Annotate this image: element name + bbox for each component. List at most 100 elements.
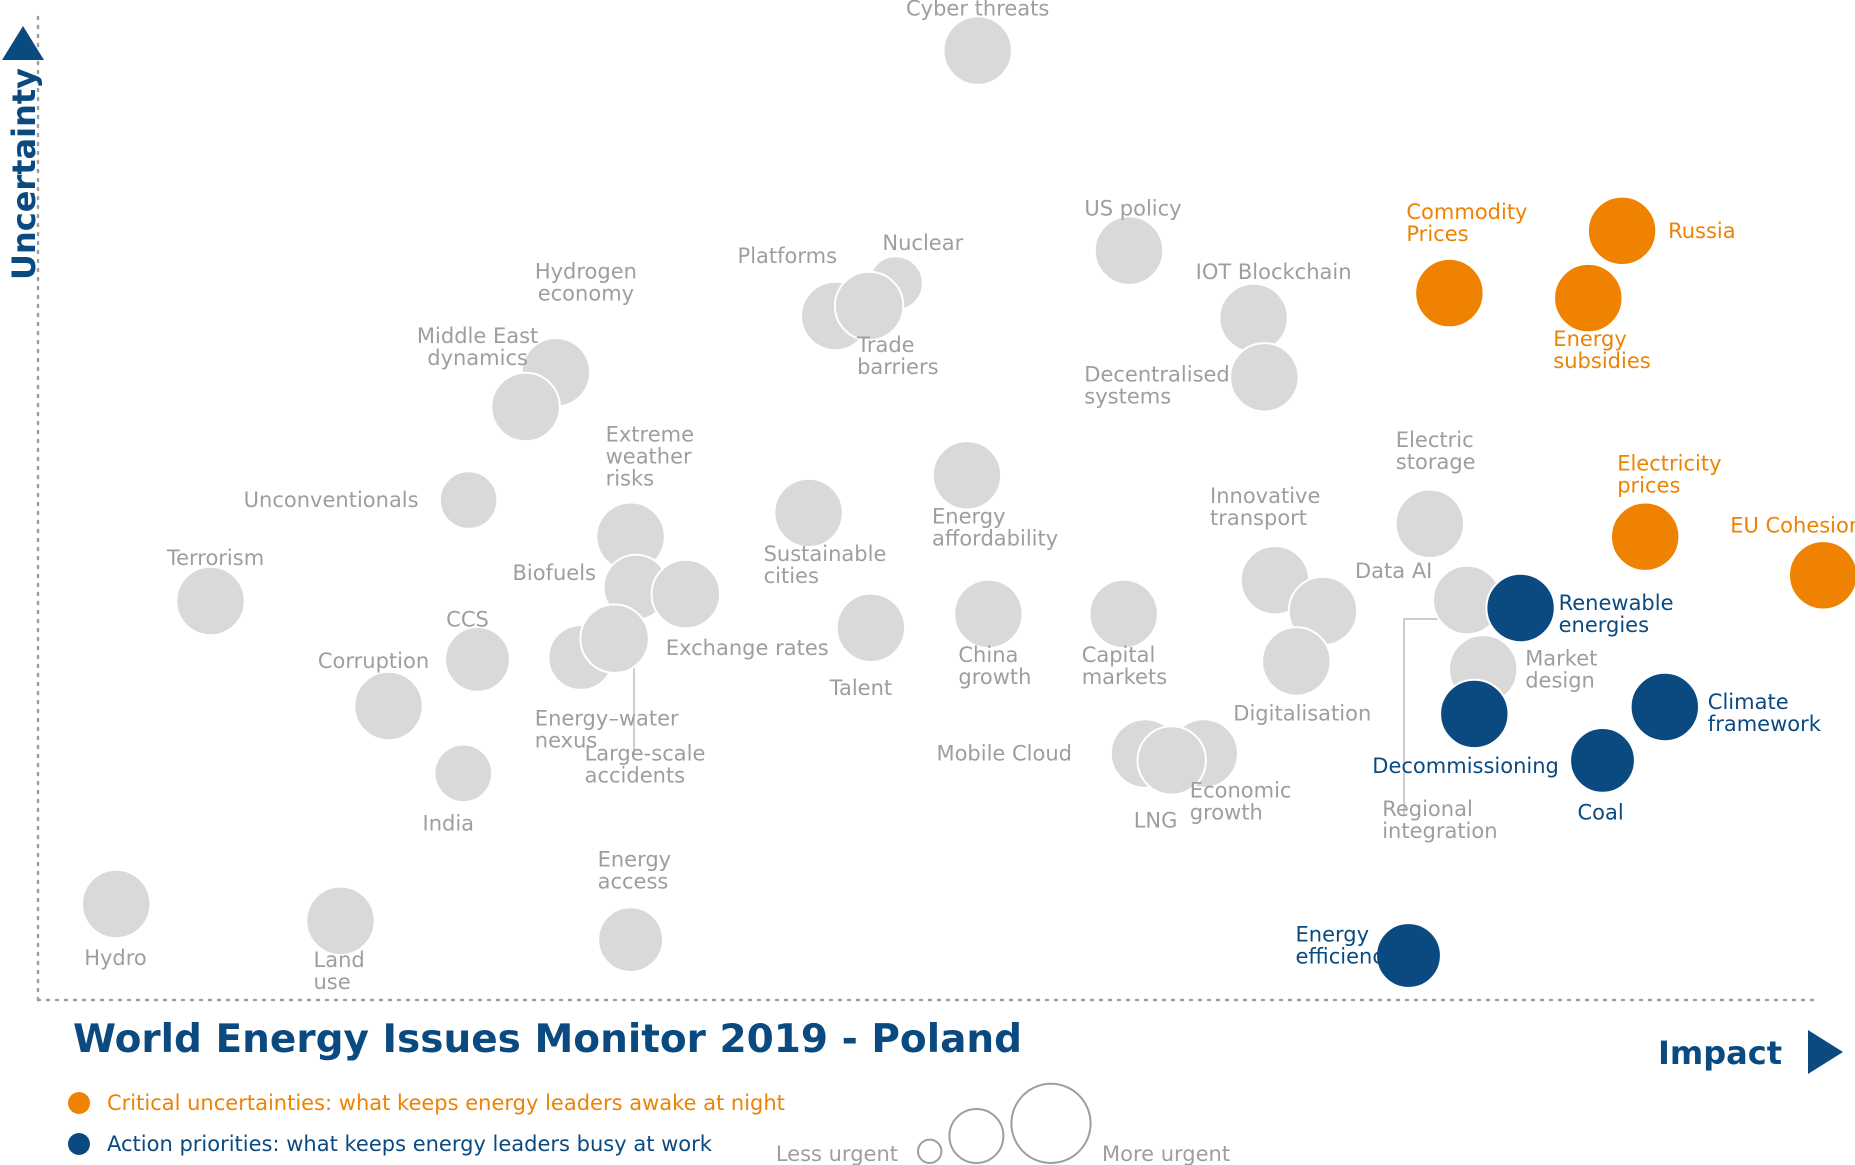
label-line: economy (538, 281, 634, 305)
label-line: Decommissioning (1372, 754, 1559, 778)
label-biofuels: Biofuels (513, 561, 597, 585)
label-line: Land (314, 948, 365, 972)
bubble-energy-affordability (931, 440, 1003, 511)
label-line: growth (1190, 801, 1263, 825)
label-cyber-threats: Cyber threats (906, 0, 1049, 21)
label-extreme-weather-risks: Extreme weather risks (606, 423, 694, 491)
label-electric-storage: Electric storage (1396, 428, 1476, 474)
labels-layer: Cyber threats US policy Nuclear Platforms Tr… (84, 0, 1855, 994)
label-line: IOT Blockchain (1196, 260, 1352, 284)
label-line: Russia (1668, 219, 1736, 243)
bubble-china-growth (953, 578, 1024, 650)
label-line: weather (606, 445, 692, 469)
label-line: Electric (1396, 428, 1474, 452)
label-hydro: Hydro (84, 946, 147, 970)
label-economic-growth: Economic growth (1190, 779, 1292, 825)
label-line: Commodity (1406, 200, 1527, 224)
label-line: India (423, 811, 475, 835)
label-renewable-energies: Renewable energies (1559, 591, 1674, 637)
x-axis-arrow-icon (1808, 1030, 1843, 1074)
label-exchange-rates: Exchange rates (666, 636, 829, 660)
bubble-talent (835, 592, 907, 663)
label-line: Renewable (1559, 591, 1674, 615)
label-china-growth: China growth (958, 643, 1031, 689)
bubble-energy-subsidies (1553, 262, 1624, 334)
bubble-coal (1569, 727, 1636, 794)
label-trade-barriers: Trade barriers (856, 333, 938, 379)
label-line: transport (1210, 506, 1307, 530)
label-line: Exchange rates (666, 636, 829, 660)
bubble-electric-storage (1394, 488, 1466, 559)
bubble-sustainable-cities (773, 477, 844, 549)
label-line: Capital (1082, 643, 1156, 667)
y-axis-arrow-icon (2, 26, 44, 60)
label-nuclear: Nuclear (882, 231, 963, 255)
bubble-corruption (353, 670, 424, 742)
bubble-iot-blockchain (1218, 282, 1289, 354)
label-line: Sustainable (764, 542, 887, 566)
label-line: Prices (1406, 222, 1468, 246)
label-line: Cyber threats (906, 0, 1049, 21)
label-line: barriers (857, 355, 938, 379)
label-line: access (598, 870, 669, 894)
label-energy-affordability: Energy affordability (932, 504, 1058, 550)
label-line: Energy (1553, 327, 1627, 351)
bubble-digitalisation (1261, 626, 1332, 697)
label-line: Talent (829, 676, 893, 700)
label-line: prices (1617, 474, 1680, 498)
label-energy-water-nexus: Energy–water nexus (535, 707, 679, 753)
label-energy-subsidies: Energy subsidies (1553, 327, 1650, 373)
label-line: efficiency (1296, 945, 1397, 969)
label-line: Energy (932, 504, 1006, 528)
label-line: Economic (1190, 779, 1292, 803)
bubble-russia (1586, 195, 1658, 267)
bubble-eu-cohesion (1788, 540, 1855, 611)
bubble-land-use (305, 885, 376, 956)
label-coal: Coal (1578, 800, 1624, 824)
label-unconventionals: Unconventionals (244, 488, 419, 512)
label-capital-markets: Capital markets (1082, 643, 1167, 689)
label-line: EU Cohesion (1730, 513, 1855, 537)
bubble-trade-barriers (833, 270, 905, 342)
label-terrorism: Terrorism (166, 546, 264, 570)
label-eu-cohesion: EU Cohesion (1730, 513, 1855, 537)
label-line: Trade (856, 333, 915, 357)
label-large-scale-accidents: Large-scale accidents (585, 742, 706, 788)
label-line: Market (1525, 646, 1597, 670)
label-land-use: Land use (314, 948, 365, 994)
label-line: cities (764, 564, 819, 588)
label-line: Electricity (1617, 452, 1721, 476)
label-line: Digitalisation (1233, 701, 1371, 725)
bubble-climate-framework (1629, 671, 1701, 743)
label-line: Energy (1296, 923, 1370, 947)
label-line: Hydro (84, 946, 147, 970)
label-line: integration (1382, 819, 1497, 843)
label-line: Decentralised (1084, 362, 1229, 386)
bubble-large-scale-accidents (579, 603, 650, 674)
bubbles-layer (81, 15, 1855, 989)
label-line: accidents (585, 764, 686, 788)
size-legend-circle-0 (917, 1138, 943, 1165)
label-line: framework (1708, 712, 1822, 736)
label-line: Corruption (318, 649, 429, 673)
label-decentralised-systems: Decentralised systems (1084, 362, 1229, 408)
label-line: Biofuels (513, 561, 597, 585)
bubble-capital-markets (1088, 578, 1159, 650)
label-line: dynamics (427, 346, 528, 370)
x-axis-title: Impact (1658, 1034, 1782, 1072)
bubble-us-policy (1093, 215, 1165, 286)
leader-line-regional-integration (1403, 618, 1448, 816)
label-line: nexus (535, 729, 598, 753)
bubble-middle-east-dynamics (490, 371, 561, 443)
bubble-unconventionals (438, 470, 499, 530)
label-line: LNG (1134, 808, 1178, 832)
bubble-cyber-threats (942, 15, 1013, 86)
label-line: Platforms (738, 244, 838, 268)
chart-title: World Energy Issues Monitor 2019 - Polan… (73, 1017, 1022, 1062)
label-digitalisation: Digitalisation (1233, 701, 1371, 725)
size-legend-less-label: Less urgent (776, 1142, 898, 1165)
label-line: design (1525, 668, 1595, 692)
size-legend-circle-1 (948, 1108, 1005, 1164)
label-line: CCS (446, 607, 489, 631)
